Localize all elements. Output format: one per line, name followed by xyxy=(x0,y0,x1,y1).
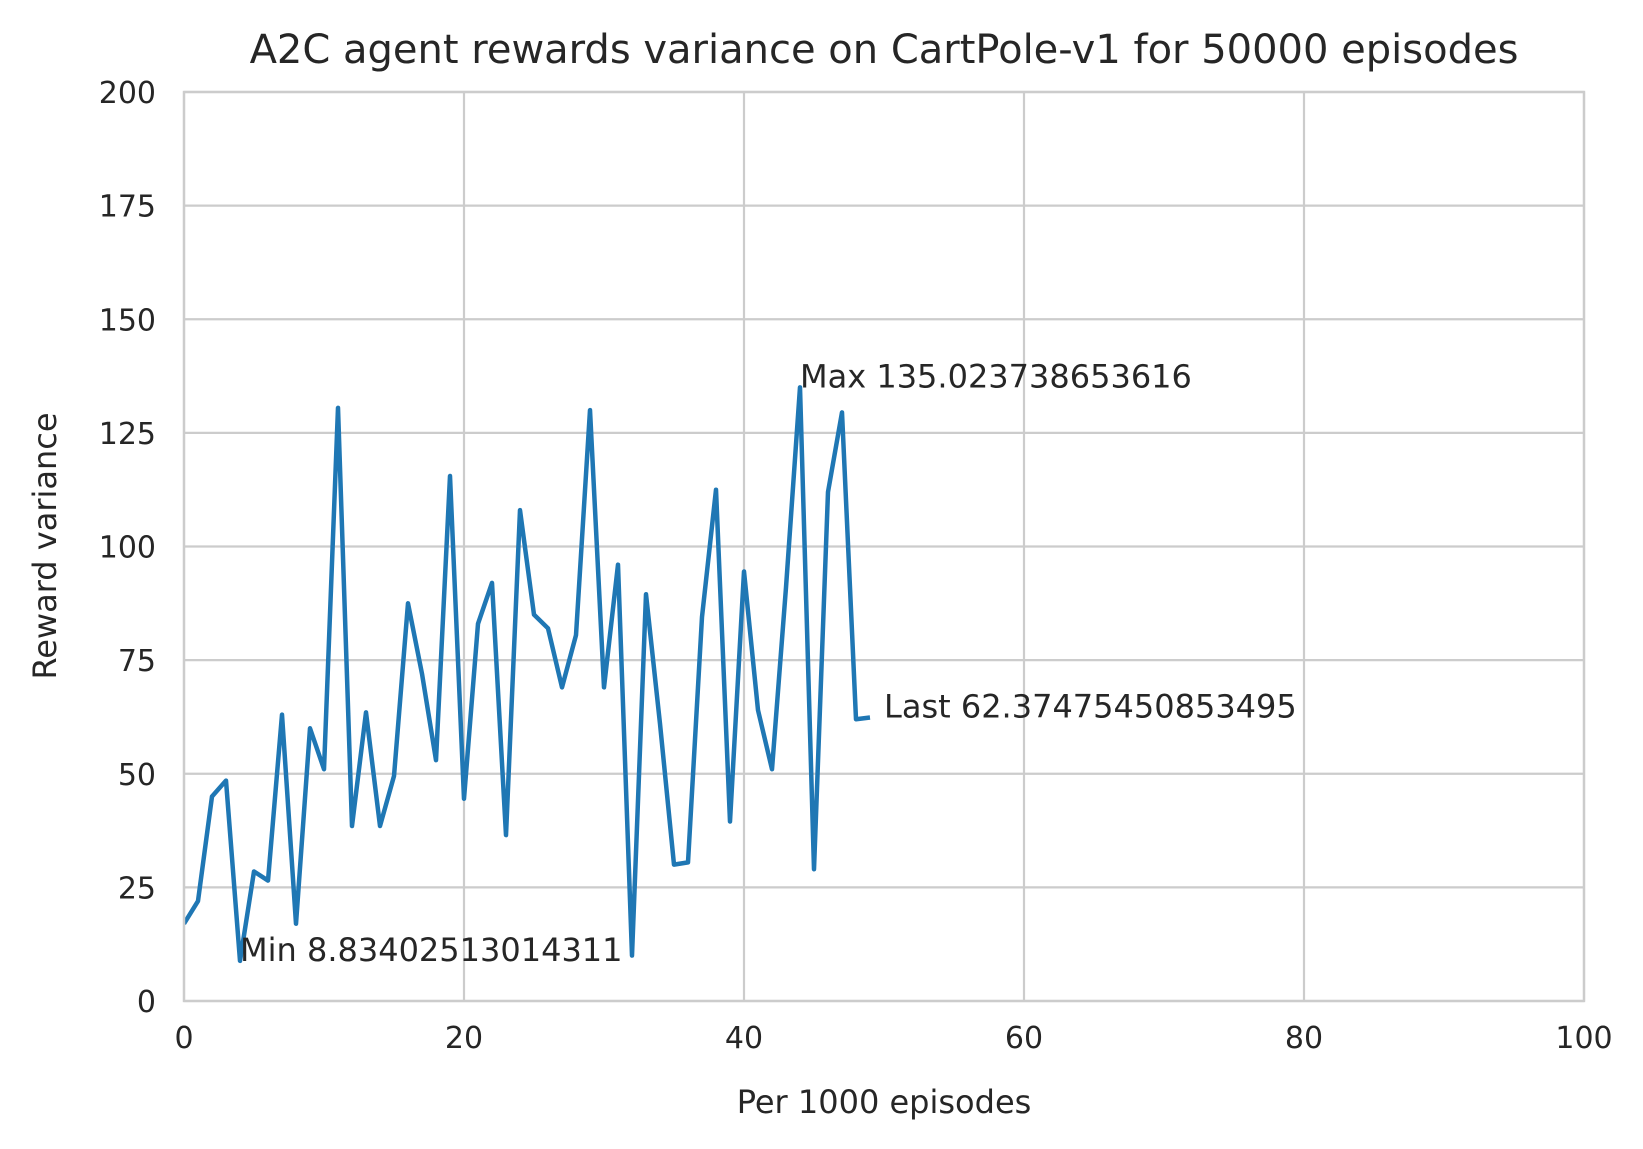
x-tick-label: 60 xyxy=(1005,1021,1043,1056)
y-tick-label: 50 xyxy=(118,758,156,793)
x-tick-label: 40 xyxy=(725,1021,763,1056)
chart-title: A2C agent rewards variance on CartPole-v… xyxy=(250,27,1519,73)
x-tick-label: 0 xyxy=(174,1021,193,1056)
y-tick-label: 100 xyxy=(99,531,156,566)
y-tick-label: 75 xyxy=(118,644,156,679)
y-tick-labels: 0 25 50 75 100 125 150 175 200 xyxy=(99,76,156,1020)
annotation-label: Min 8.83402513014311 xyxy=(240,931,623,969)
annotations: Min 8.83402513014311 Max 135.023738653616… xyxy=(240,357,1297,969)
grid xyxy=(182,90,1586,1003)
x-tick-label: 80 xyxy=(1285,1021,1323,1056)
x-axis-label: Per 1000 episodes xyxy=(737,1083,1032,1121)
y-tick-label: 0 xyxy=(137,985,156,1020)
plot-frame xyxy=(182,90,1586,1003)
y-tick-label: 200 xyxy=(99,76,156,111)
y-tick-label: 150 xyxy=(99,303,156,338)
annotation-label: Max 135.023738653616 xyxy=(800,357,1192,395)
series-line xyxy=(184,385,871,964)
x-tick-labels: 0 20 40 60 80 100 xyxy=(174,1021,1612,1056)
y-tick-label: 25 xyxy=(118,871,156,906)
series-layer xyxy=(184,385,871,964)
y-tick-label: 125 xyxy=(99,417,156,452)
x-tick-label: 20 xyxy=(445,1021,483,1056)
annotation-label: Last 62.37475450853495 xyxy=(884,688,1297,726)
y-tick-label: 175 xyxy=(99,190,156,225)
x-tick-label: 100 xyxy=(1555,1021,1612,1056)
y-axis-label: Reward variance xyxy=(26,412,64,679)
